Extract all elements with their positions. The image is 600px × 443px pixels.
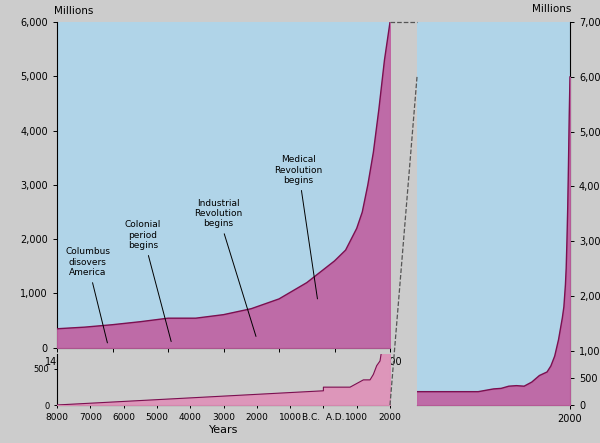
Text: Medical
Revolution
begins: Medical Revolution begins bbox=[274, 155, 323, 299]
Text: Colonial
period
begins: Colonial period begins bbox=[125, 220, 171, 342]
Text: Millions: Millions bbox=[53, 6, 93, 16]
Text: Industrial
Revolution
begins: Industrial Revolution begins bbox=[194, 198, 256, 336]
Text: Millions: Millions bbox=[532, 4, 572, 15]
X-axis label: Years: Years bbox=[209, 425, 238, 435]
Text: Columbus
disovers
America: Columbus disovers America bbox=[65, 247, 110, 343]
